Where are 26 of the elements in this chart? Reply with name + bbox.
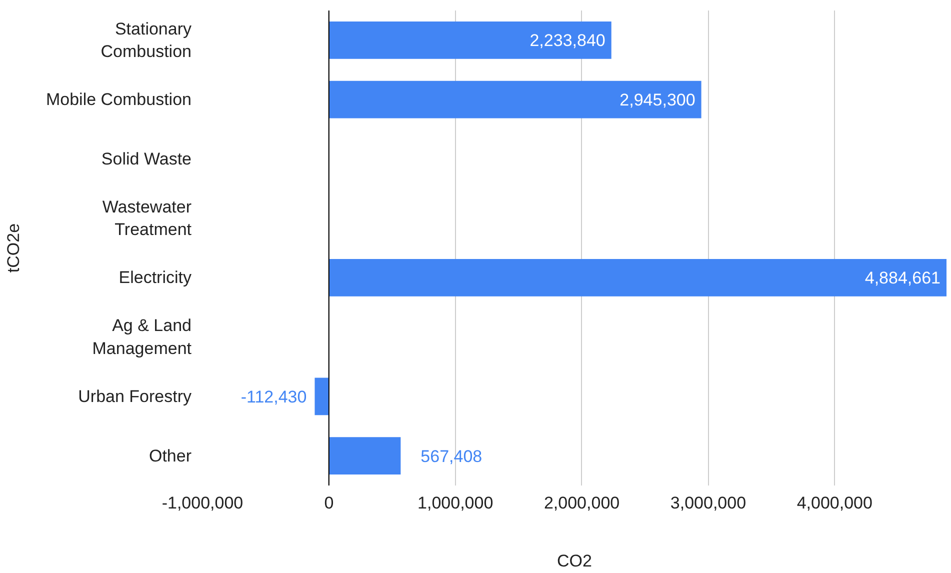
x-tick-label: 4,000,000 — [796, 494, 872, 512]
data-label: 567,408 — [420, 446, 482, 466]
bar — [328, 21, 612, 59]
x-tick-label: 0 — [324, 494, 334, 512]
x-tick-label: 3,000,000 — [670, 494, 746, 512]
data-label: -112,430 — [240, 387, 307, 406]
bar — [314, 378, 329, 416]
data-label: 4,884,661 — [864, 268, 941, 288]
x-tick-label: -1,000,000 — [162, 494, 244, 512]
data-label: 2,945,300 — [620, 90, 696, 110]
y-axis-title: tCO2e — [4, 223, 23, 273]
bar — [328, 258, 946, 296]
y-tick-label: Wastewater Treatment — [102, 197, 192, 240]
x-axis-title: CO2 — [557, 552, 592, 570]
y-tick-label: Stationary Combustion — [100, 19, 192, 62]
x-tick-label: 2,000,000 — [544, 494, 620, 512]
data-label: 2,233,840 — [530, 31, 606, 50]
y-tick-label: Mobile Combustion — [46, 90, 192, 110]
y-tick-label: Ag & Land Management — [92, 316, 192, 358]
bar — [328, 437, 401, 475]
x-tick-label: 1,000,000 — [418, 494, 494, 512]
y-tick-label: Urban Forestry — [78, 386, 192, 406]
y-tick-label: Other — [148, 446, 192, 466]
y-tick-label: Electricity — [118, 268, 192, 288]
bar — [328, 80, 702, 118]
y-tick-label: Solid Waste — [101, 149, 192, 168]
